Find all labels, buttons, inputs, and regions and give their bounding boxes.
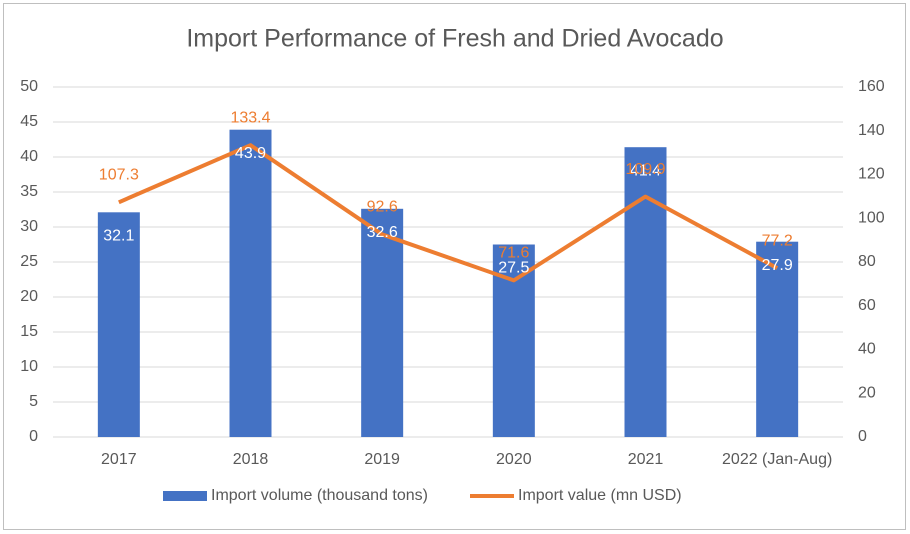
y-tick-label: 0 [29,428,38,445]
bar [361,208,404,437]
x-tick-label: 2022 (Jan-Aug) [722,451,832,468]
y2-tick-label: 80 [858,253,876,270]
line-value-label: 109.9 [625,161,665,178]
y2-tick-label: 40 [858,341,876,358]
y2-tick-label: 20 [858,384,876,401]
bar-value-label: 27.9 [762,257,793,274]
x-tick-label: 2020 [496,451,532,468]
y2-tick-label: 160 [858,78,885,95]
y-tick-label: 20 [20,288,38,305]
x-tick-label: 2017 [101,451,137,468]
legend-swatch [163,491,207,501]
y-tick-label: 10 [20,358,38,375]
x-tick-label: 2019 [364,451,400,468]
y2-tick-label: 0 [858,428,867,445]
x-tick-label: 2018 [233,451,269,468]
y-tick-label: 50 [20,78,38,95]
bar-value-label: 32.1 [103,228,134,245]
y2-tick-label: 140 [858,122,885,139]
line [118,143,779,283]
bar-value-label: 43.9 [235,145,266,162]
bar-value-label: 27.5 [498,260,529,277]
chart-title: Import Performance of Fresh and Dried Av… [186,25,723,53]
bar [624,147,667,437]
line-value-label: 71.6 [498,245,529,262]
bar-value-label: 32.6 [367,224,398,241]
line-value-label: 77.2 [762,232,793,249]
bar-value-label: 41.4 [630,162,661,179]
y-tick-label: 15 [20,323,38,340]
y-tick-label: 5 [29,393,38,410]
x-tick-label: 2021 [628,451,664,468]
legend-label: Import volume (thousand tons) [211,487,428,504]
line-value-label: 107.3 [99,167,139,184]
y-tick-label: 40 [20,148,38,165]
line-value-label: 92.6 [367,199,398,216]
y-tick-label: 30 [20,218,38,235]
y-tick-label: 25 [20,253,38,270]
y2-tick-label: 60 [858,297,876,314]
bar [229,129,272,437]
bar [97,212,140,437]
y-tick-label: 45 [20,113,38,130]
y-tick-label: 35 [20,183,38,200]
bar [756,241,799,437]
y2-tick-label: 100 [858,209,885,226]
line-value-label: 133.4 [230,109,270,126]
legend-label: Import value (mn USD) [518,487,682,504]
y2-tick-label: 120 [858,166,885,183]
chart-border [3,3,906,530]
